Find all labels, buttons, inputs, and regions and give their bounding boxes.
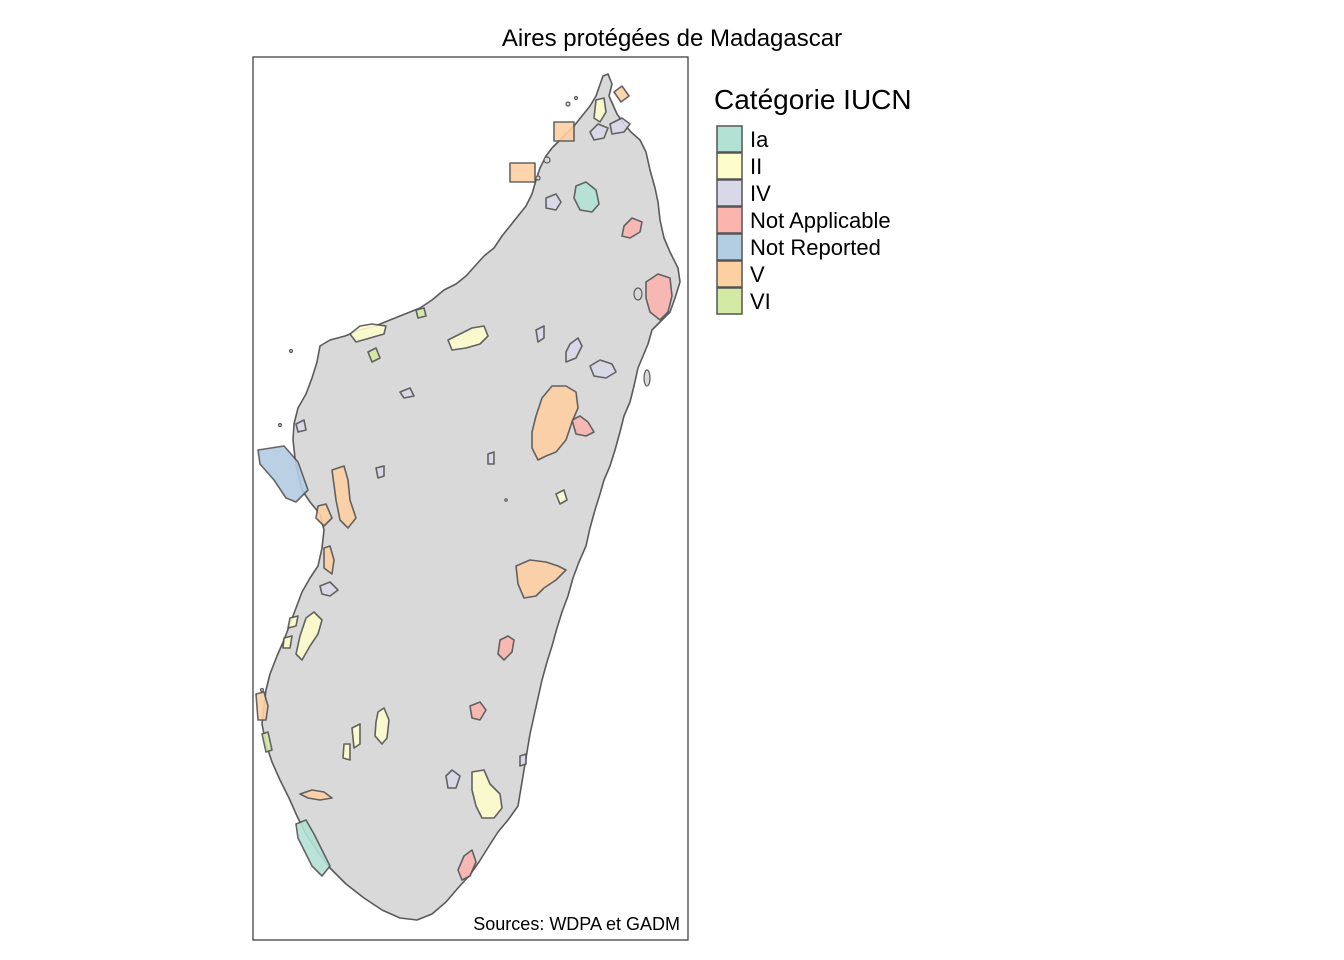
protected-area-vi [367,347,381,363]
protected-area-vi [415,307,427,319]
protected-area-v [515,559,567,599]
protected-area-iv [519,753,527,767]
legend-title: Catégorie IUCN [714,84,912,115]
protected-area-ia [573,181,600,213]
protected-area-iv [487,451,495,465]
legend-swatch [716,260,743,288]
legend-item-not-applicable: Not Applicable [716,206,891,234]
protected-area-iv [375,465,385,479]
protected-area-ia [295,819,331,877]
protected-area-v [315,503,333,527]
protected-area-vi [261,731,273,753]
legend-swatch [716,233,743,261]
legend: Catégorie IUCN Ia II IV Not Applicable N… [714,84,912,315]
protected-area-v [331,465,357,529]
legend-label: Not Applicable [750,208,891,233]
protected-area-not-reported [257,445,309,503]
legend-swatch [716,206,743,234]
protected-area-iv [535,325,545,343]
protected-area-v [299,789,333,801]
legend-item-iv: IV [716,179,771,207]
protected-area-iv [319,581,339,597]
legend-swatch [716,152,743,180]
protected-area-not-applicable [497,635,515,661]
legend-label: VI [750,289,771,314]
map-credits: Sources: WDPA et GADM [473,914,680,934]
legend-swatch [716,287,743,315]
protected-area-not-applicable [621,217,643,239]
protected-area-not-applicable [457,849,477,881]
madagascar-island [261,73,681,921]
protected-area-ii [447,325,489,351]
protected-area-not-applicable [469,701,487,721]
legend-item-not-reported: Not Reported [716,233,881,261]
legend-label: Ia [750,127,769,152]
protected-area-v [613,85,630,103]
protected-area-v [553,121,575,142]
map-frame [252,56,689,941]
protected-area-v [323,545,335,575]
protected-area-v [509,162,536,183]
protected-area-iv [589,359,617,379]
protected-area-v [255,691,269,721]
protected-area-ii [349,323,387,343]
protected-area-ii [374,707,390,745]
legend-item-vi: VI [716,287,771,315]
protected-area-ii [593,97,607,123]
protected-area-ii [471,769,503,819]
legend-item-ia: Ia [716,125,769,153]
legend-swatch [716,179,743,207]
protected-area-iv [445,769,461,789]
protected-area-iv [295,419,307,433]
protected-area-iv [565,337,583,363]
protected-area-ii [282,635,293,649]
legend-label: Not Reported [750,235,881,260]
legend-item-v: V [716,260,765,288]
protected-area-not-applicable [571,415,595,437]
legend-item-ii: II [716,152,762,180]
legend-label: IV [750,181,771,206]
protected-area-iv [545,193,562,211]
protected-area-ii [342,743,351,761]
protected-area-iv [609,117,631,135]
protected-area-v [531,385,579,461]
protected-area-ii [555,489,568,505]
map-title: Aires protégées de Madagascar [502,25,842,52]
protected-area-iv [589,123,609,141]
protected-area-not-applicable [645,273,673,321]
legend-label: II [750,154,762,179]
protected-areas [255,85,673,881]
protected-area-ii [351,723,361,749]
legend-swatch [716,125,743,153]
protected-area-iv [399,387,415,399]
legend-label: V [750,262,765,287]
protected-area-ii [287,615,299,629]
protected-area-ii [295,611,323,661]
islets [259,95,651,693]
